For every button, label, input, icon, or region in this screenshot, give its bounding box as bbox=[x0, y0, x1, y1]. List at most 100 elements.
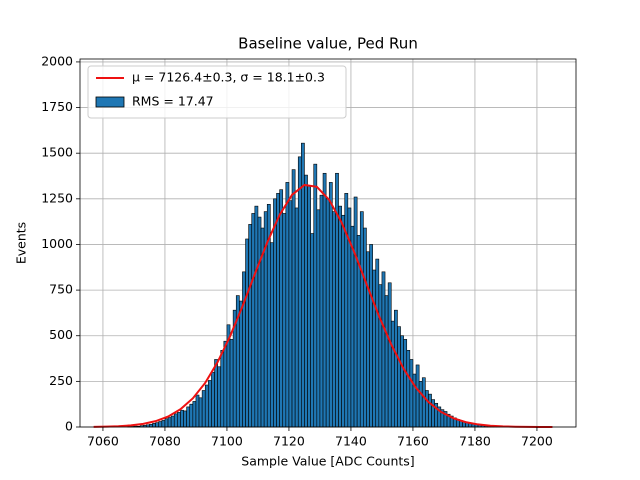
histogram-bar bbox=[257, 216, 262, 428]
x-tick-label: 7160 bbox=[397, 434, 429, 449]
histogram-bar bbox=[186, 406, 191, 428]
histogram-bar bbox=[363, 227, 367, 428]
x-tick-label: 7180 bbox=[459, 434, 491, 449]
histogram-bar bbox=[220, 350, 225, 428]
histogram-bar bbox=[291, 169, 296, 428]
histogram-bar bbox=[279, 189, 284, 428]
fit bbox=[93, 183, 553, 428]
histogram-bar bbox=[254, 205, 259, 428]
histogram-bar bbox=[239, 300, 243, 428]
histogram-bar bbox=[251, 213, 256, 428]
histogram-bar bbox=[208, 380, 212, 428]
histogram-bar bbox=[285, 182, 290, 428]
histogram-bar bbox=[350, 225, 355, 428]
histogram-bar bbox=[155, 422, 160, 428]
y-tick-label: 1250 bbox=[41, 190, 73, 205]
histogram-bar bbox=[332, 211, 336, 428]
chart-title: Baseline value, Ped Run bbox=[238, 35, 418, 53]
histogram-bar bbox=[378, 284, 383, 428]
fit-line bbox=[93, 183, 553, 428]
legend: μ = 7126.4±0.3, σ = 18.1±0.3 RMS = 17.47 bbox=[87, 65, 347, 119]
histogram-bar bbox=[183, 410, 187, 428]
histogram-bar bbox=[328, 182, 333, 428]
histogram-bar bbox=[223, 340, 228, 428]
histogram-bar bbox=[248, 224, 253, 428]
histogram-bar bbox=[313, 163, 318, 428]
histogram-bar bbox=[294, 207, 299, 428]
histogram-bar bbox=[217, 366, 222, 428]
histogram-bar bbox=[170, 415, 175, 428]
histogram-bar bbox=[369, 244, 373, 428]
x-axis-label: Sample Value [ADC Counts] bbox=[241, 454, 414, 469]
histogram-bar bbox=[325, 198, 330, 428]
histogram-bar bbox=[316, 209, 321, 428]
histogram-bar bbox=[394, 309, 398, 428]
x-tick-label: 7140 bbox=[335, 434, 367, 449]
y-tick-label: 500 bbox=[49, 327, 73, 342]
histogram-bar bbox=[245, 238, 249, 428]
histogram-bar bbox=[403, 339, 408, 428]
histogram-bar bbox=[198, 397, 203, 428]
histogram-bar bbox=[282, 213, 287, 428]
histogram-bar bbox=[195, 394, 200, 428]
y-tick-label: 1750 bbox=[41, 99, 73, 114]
legend-label: μ = 7126.4±0.3, σ = 18.1±0.3 bbox=[132, 70, 325, 85]
histogram-bar bbox=[421, 377, 426, 428]
y-tick-label: 1500 bbox=[41, 145, 73, 160]
histogram-bar bbox=[359, 211, 364, 428]
y-tick-label: 1000 bbox=[41, 236, 73, 251]
histogram-bar bbox=[418, 381, 423, 428]
legend-label: RMS = 17.47 bbox=[132, 94, 214, 109]
x-tick-label: 7060 bbox=[87, 434, 119, 449]
histogram-bar bbox=[412, 373, 417, 428]
histogram-bar bbox=[307, 185, 311, 428]
legend-patch bbox=[95, 96, 125, 108]
histogram-bar bbox=[177, 412, 181, 428]
x-tick-label: 7100 bbox=[211, 434, 243, 449]
histogram-bar bbox=[158, 421, 163, 428]
histogram-bar bbox=[310, 233, 315, 428]
histogram-bar bbox=[201, 390, 206, 428]
histogram-bar bbox=[319, 194, 324, 428]
y-tick-label: 750 bbox=[49, 282, 73, 297]
histogram-bar bbox=[173, 413, 178, 428]
histogram-bar bbox=[288, 200, 293, 428]
histogram-bar bbox=[167, 417, 172, 428]
ticks: 7060 7080 7100 7120 7140 7160 7180 7200 0 250 500 7… bbox=[41, 53, 553, 448]
histogram-bar bbox=[387, 282, 392, 428]
histogram-bar bbox=[242, 271, 246, 428]
histogram-bar bbox=[341, 214, 346, 428]
y-axis-label: Events bbox=[14, 222, 29, 264]
x-tick-label: 7200 bbox=[521, 434, 553, 449]
x-tick-label: 7080 bbox=[149, 434, 181, 449]
y-tick-label: 250 bbox=[49, 373, 73, 388]
histogram-bar bbox=[270, 242, 274, 428]
histogram-bar bbox=[428, 393, 432, 428]
histogram-bar bbox=[164, 418, 169, 428]
x-tick-label: 7120 bbox=[273, 434, 305, 449]
histogram-bar bbox=[366, 251, 370, 428]
histogram-bar bbox=[397, 326, 401, 428]
histogram-bar bbox=[375, 258, 380, 428]
histogram-bar bbox=[381, 271, 386, 428]
histogram-bar bbox=[425, 390, 429, 428]
histogram-bar bbox=[161, 420, 166, 428]
histogram-bar bbox=[152, 423, 156, 428]
histogram-bar bbox=[192, 401, 197, 428]
histogram-bar bbox=[189, 403, 194, 428]
histogram-bar bbox=[229, 339, 234, 428]
y-tick-label: 2000 bbox=[41, 53, 73, 68]
histogram-bar bbox=[384, 295, 389, 428]
histogram-bar bbox=[276, 193, 280, 428]
histogram-bar bbox=[372, 269, 377, 428]
histogram-bar bbox=[353, 196, 358, 428]
histogram-bar bbox=[273, 198, 277, 428]
histogram-bar bbox=[322, 172, 327, 428]
histogram-bar bbox=[304, 174, 308, 428]
axes-frame bbox=[79, 58, 577, 428]
histogram-bar bbox=[338, 205, 342, 428]
histogram-bar bbox=[214, 359, 218, 428]
histogram-bar bbox=[400, 335, 404, 428]
